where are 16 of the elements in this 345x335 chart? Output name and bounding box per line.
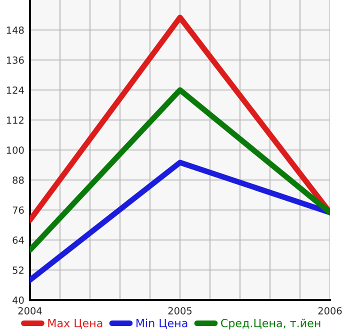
legend-label: Min Цена [136, 318, 188, 329]
y-tick-label: 136 [6, 56, 24, 64]
y-tick-label: 112 [6, 116, 24, 124]
y-tick-label: 52 [12, 266, 24, 274]
y-tick-label: 40 [12, 296, 24, 304]
x-tick-label: 2005 [168, 307, 192, 314]
y-tick-label: 100 [6, 146, 24, 154]
y-tick-label: 148 [6, 26, 24, 34]
y-tick-label: 88 [12, 176, 24, 184]
y-tick-label: 76 [12, 206, 24, 214]
x-tick-label: 2004 [18, 307, 42, 314]
y-tick-label: 124 [6, 86, 24, 94]
legend-label: Сред.Цена, т.йен [221, 318, 320, 330]
y-tick-label: 64 [12, 236, 24, 244]
legend-label: Max Цена [48, 319, 102, 329]
x-tick-label: 2006 [318, 307, 342, 314]
